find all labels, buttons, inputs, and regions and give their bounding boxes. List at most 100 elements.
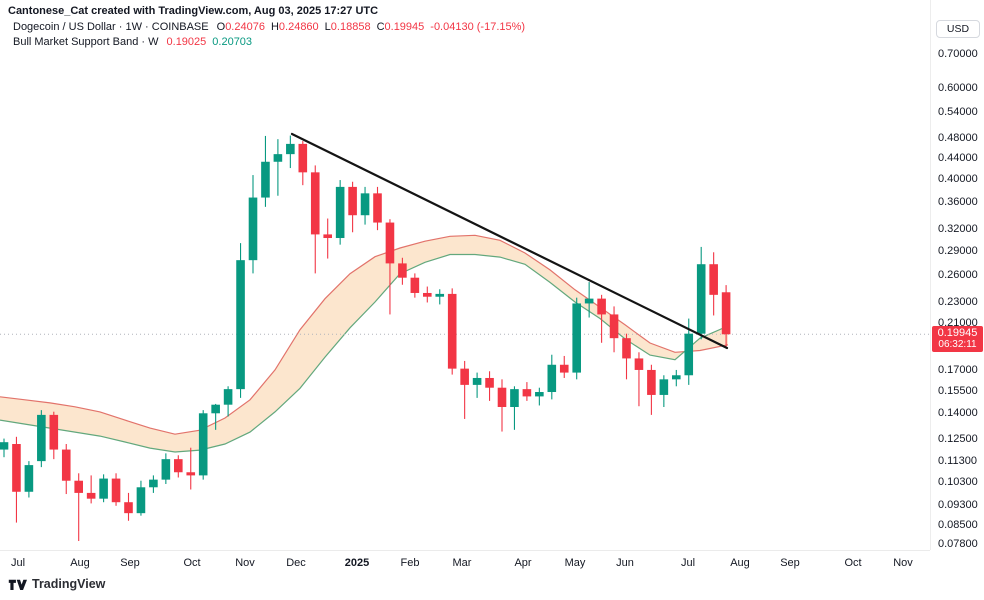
last-price-value: 0.19945 [932, 327, 983, 339]
candle [174, 455, 183, 477]
candle [286, 136, 295, 168]
price-tick-label: 0.14000 [938, 407, 978, 419]
tradingview-snapshot: Cantonese_Cat created with TradingView.c… [0, 0, 984, 600]
candle [635, 352, 644, 406]
ohlc-open: O0.24076 [217, 21, 265, 34]
price-tick-label: 0.26000 [938, 269, 978, 281]
candle [697, 247, 706, 339]
candle [485, 371, 494, 401]
price-tick-label: 0.10300 [938, 476, 978, 488]
price-tick-label: 0.32000 [938, 223, 978, 235]
candle [62, 444, 71, 494]
time-axis[interactable]: Jul Aug Sep Oct Nov Dec 2025 Feb Mar Apr May Jun Jul… [0, 550, 930, 577]
candle [348, 182, 357, 233]
time-tick-label: Feb [401, 557, 420, 569]
candle [548, 355, 557, 400]
candle [37, 410, 46, 467]
time-tick-label: Aug [70, 557, 90, 569]
time-tick-label: Jun [616, 557, 634, 569]
candle [672, 370, 681, 386]
candle [311, 165, 320, 273]
price-tick-label: 0.36000 [938, 196, 978, 208]
indicator-title[interactable]: Bull Market Support Band · W [13, 36, 159, 49]
candle [572, 298, 581, 380]
price-tick-label: 0.40000 [938, 173, 978, 185]
last-price-label: 0.19945 06:32:11 [932, 326, 983, 352]
candle [249, 175, 258, 273]
time-tick-label: Dec [286, 557, 306, 569]
time-tick-label: Nov [893, 557, 913, 569]
time-tick-label: Sep [780, 557, 800, 569]
price-tick-label: 0.12500 [938, 433, 978, 445]
time-tick-label: Jul [681, 557, 695, 569]
price-tick-label: 0.11300 [938, 455, 977, 467]
candle [87, 475, 96, 503]
candle [299, 141, 308, 185]
candle [560, 356, 569, 378]
candle [50, 412, 59, 459]
price-tick-label: 0.54000 [938, 106, 978, 118]
candle [510, 386, 519, 430]
candle [137, 481, 146, 516]
candle [74, 473, 83, 541]
price-tick-label: 0.44000 [938, 152, 978, 164]
ohlc-high: H0.24860 [271, 21, 319, 34]
candle [709, 252, 718, 315]
candle [423, 287, 432, 303]
tradingview-logo-text: TradingView [32, 577, 105, 591]
price-tick-label: 0.48000 [938, 132, 978, 144]
candle [323, 219, 332, 259]
price-tick-label: 0.07800 [938, 538, 978, 550]
time-tick-label: Mar [453, 557, 472, 569]
candle [622, 334, 631, 380]
time-tick-label: Sep [120, 557, 140, 569]
candle [610, 306, 619, 352]
candle [199, 410, 208, 480]
price-axis[interactable]: USD 0.70000 0.60000 0.54000 0.48000 0.44000 0… [930, 0, 984, 550]
time-tick-label: 2025 [345, 557, 369, 569]
chart-pane[interactable] [0, 0, 984, 600]
candle [411, 273, 420, 297]
price-tick-label: 0.70000 [938, 48, 978, 60]
candle [448, 288, 457, 374]
indicator-red-value: 0.19025 [167, 36, 207, 49]
footer: TradingView [8, 577, 105, 591]
time-tick-label: Apr [514, 557, 531, 569]
price-tick-label: 0.60000 [938, 82, 978, 94]
candle [274, 139, 283, 196]
symbol-title[interactable]: Dogecoin / US Dollar · 1W · COINBASE [13, 21, 209, 34]
attribution-text: Cantonese_Cat created with TradingView.c… [8, 5, 378, 17]
candle [535, 388, 544, 406]
candle [336, 180, 345, 245]
change-value: -0.04130 (-17.15%) [430, 21, 525, 34]
candle [361, 187, 370, 225]
candle [660, 375, 669, 407]
ohlc-low: L0.18858 [325, 21, 371, 34]
price-tick-label: 0.17000 [938, 364, 978, 376]
candle [12, 437, 21, 523]
tradingview-logo-icon [8, 578, 27, 591]
candle [460, 361, 469, 419]
bar-countdown: 06:32:11 [932, 339, 983, 350]
candle [162, 453, 171, 484]
candle [435, 289, 444, 304]
ohlc-close: C0.19945 [377, 21, 425, 34]
candle [124, 493, 133, 521]
price-tick-label: 0.08500 [938, 519, 978, 531]
time-tick-label: Jul [11, 557, 25, 569]
price-tick-label: 0.15500 [938, 385, 978, 397]
indicator-green-value: 0.20703 [212, 36, 252, 49]
time-tick-label: May [565, 557, 586, 569]
currency-button[interactable]: USD [936, 20, 980, 38]
time-tick-label: Nov [235, 557, 255, 569]
chart-legend: Dogecoin / US Dollar · 1W · COINBASE O0.… [13, 21, 525, 51]
time-tick-label: Oct [183, 557, 200, 569]
price-tick-label: 0.23000 [938, 296, 978, 308]
candle [261, 136, 270, 207]
candle [373, 187, 382, 230]
candle [473, 373, 482, 398]
bull-market-support-band-fill [0, 235, 728, 452]
candle [112, 473, 121, 506]
candle [25, 461, 34, 497]
price-tick-label: 0.09300 [938, 499, 978, 511]
